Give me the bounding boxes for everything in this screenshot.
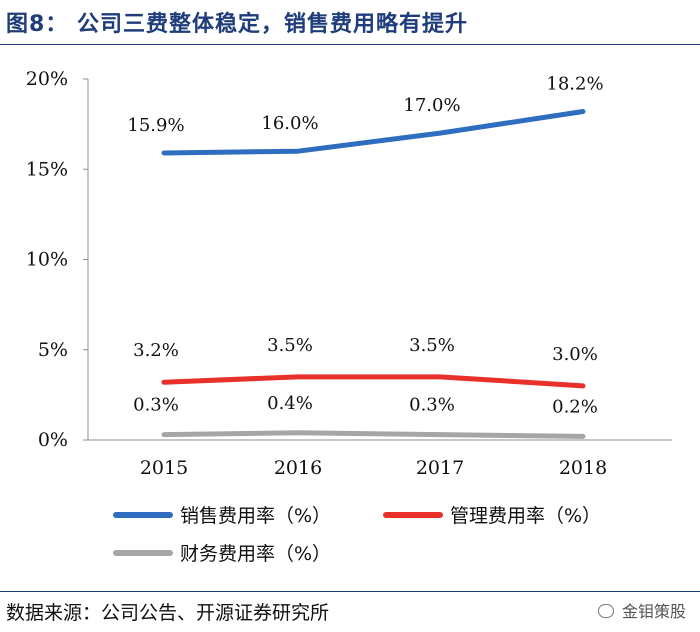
- source-note: 数据来源：公司公告、开源证券研究所: [6, 602, 330, 624]
- y-tick-label: 20%: [26, 68, 68, 90]
- line-chart: 0% 5% 10% 15% 20% 2015 2016 2017 2018 15.9% 16.0% 1…: [26, 68, 672, 565]
- page-title: 图8： 公司三费整体稳定，销售费用略有提升: [6, 12, 468, 37]
- watermark-text: 金钼策股: [621, 602, 686, 621]
- data-label: 0.3%: [133, 395, 179, 416]
- data-label: 17.0%: [403, 95, 460, 116]
- y-tick-label: 15%: [26, 158, 68, 180]
- series-line-1: [161, 108, 586, 156]
- data-label: 3.0%: [552, 344, 598, 365]
- legend-label-3: 财务费用率（%）: [180, 543, 331, 565]
- legend-label-1: 销售费用率（%）: [180, 505, 331, 527]
- y-tick-label: 10%: [26, 249, 68, 271]
- x-tick-label: 2018: [559, 457, 607, 479]
- header: 图8： 公司三费整体稳定，销售费用略有提升: [0, 0, 700, 44]
- title-divider: [0, 44, 700, 45]
- y-tick-label: 0%: [38, 429, 68, 451]
- data-label: 16.0%: [261, 113, 318, 134]
- data-label: 18.2%: [546, 73, 603, 94]
- data-label: 3.2%: [133, 340, 179, 361]
- data-label: 3.5%: [267, 335, 313, 356]
- data-label: 3.5%: [409, 335, 455, 356]
- x-tick-label: 2015: [140, 457, 188, 479]
- watermark: 金钼策股: [597, 598, 686, 622]
- data-label: 0.3%: [409, 395, 455, 416]
- legend-label-2: 管理费用率（%）: [450, 505, 601, 527]
- x-tick-label: 2017: [416, 457, 464, 479]
- series-line-3: [161, 430, 586, 439]
- y-tick-label: 5%: [38, 339, 68, 361]
- series-line-2: [161, 374, 586, 389]
- data-label: 0.4%: [267, 393, 313, 414]
- x-tick-label: 2016: [274, 457, 322, 479]
- data-label: 0.2%: [552, 396, 598, 417]
- wechat-icon: [597, 604, 614, 618]
- data-label: 15.9%: [127, 115, 184, 136]
- source-divider: [0, 591, 700, 592]
